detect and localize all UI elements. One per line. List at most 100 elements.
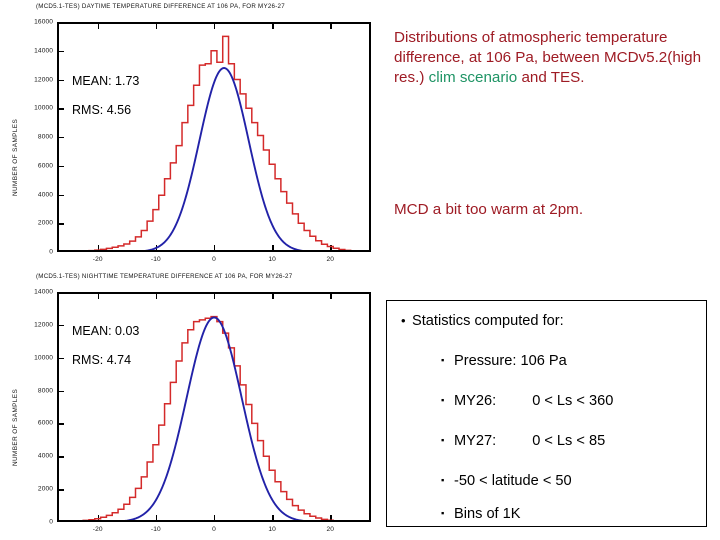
histogram-step-curve: [82, 315, 334, 520]
x-tick-mark-top: [97, 24, 100, 29]
y-tick-label: 2000: [37, 485, 53, 493]
nighttime-chart-title: (MCD5.1-TES) NIGHTTIME TEMPERATURE DIFFE…: [36, 273, 293, 280]
y-tick-mark: [59, 357, 64, 360]
x-tick-mark-bottom: [214, 245, 216, 250]
x-tick-label: 10: [268, 256, 276, 263]
stats-box-item-label: MY26:: [454, 393, 497, 409]
daytime-chart-title: (MCD5.1-TES) DAYTIME TEMPERATURE DIFFERE…: [36, 3, 285, 10]
y-tick-mark: [59, 137, 64, 139]
y-tick-mark: [59, 194, 64, 196]
y-tick-label: 0: [49, 518, 53, 526]
bullet-square-icon: ▪: [441, 434, 445, 446]
y-tick-mark: [59, 50, 64, 53]
y-tick-mark: [59, 324, 64, 327]
y-tick-mark: [59, 108, 64, 110]
stats-box-item-label: Pressure: 106 Pa: [454, 353, 567, 369]
daytime-mean-label: MEAN: 1.73: [72, 74, 140, 88]
x-tick-mark-top: [155, 24, 158, 29]
x-tick-mark-top: [330, 24, 332, 29]
daytime-plot-curves: [88, 35, 352, 250]
stats-box-item-value: 0 < Ls < 360: [532, 393, 614, 409]
y-tick-mark: [59, 390, 64, 392]
x-tick-label: -10: [150, 526, 161, 533]
y-tick-mark: [59, 165, 64, 168]
y-tick-label: 6000: [37, 162, 53, 170]
bullet-square-icon: ▪: [441, 394, 445, 406]
description-highlight: clim scenario: [428, 69, 518, 87]
stats-box-item: ▪ -50 < latitude < 50: [441, 473, 572, 489]
daytime-chart-panel: (MCD5.1-TES) DAYTIME TEMPERATURE DIFFERE…: [0, 0, 382, 268]
y-tick-mark: [59, 79, 64, 81]
y-tick-label: 2000: [37, 219, 53, 227]
x-tick-mark-bottom: [330, 245, 332, 250]
y-tick-label: 8000: [37, 133, 53, 141]
y-tick-label: 8000: [37, 387, 53, 395]
x-tick-label: 0: [212, 526, 216, 533]
y-tick-label: 12000: [34, 76, 53, 83]
x-tick-mark-top: [214, 24, 216, 29]
stats-box-item: ▪ MY26: 0 < Ls < 360: [441, 393, 613, 409]
y-tick-mark: [59, 456, 64, 458]
nighttime-rms-label: RMS: 4.74: [72, 353, 132, 367]
stats-box-item: ▪ Pressure: 106 Pa: [441, 353, 567, 369]
daytime-rms-label: RMS: 4.56: [72, 103, 132, 117]
gaussian-fit-curve: [144, 67, 304, 250]
y-tick-label: 10000: [34, 104, 53, 112]
nighttime-mean-label: MEAN: 0.03: [72, 324, 140, 338]
y-tick-mark: [59, 489, 64, 491]
y-tick-label: 14000: [34, 47, 53, 55]
y-tick-label: 4000: [37, 452, 53, 460]
y-tick-label: 4000: [37, 191, 53, 198]
x-tick-label: -20: [92, 256, 103, 263]
x-tick-mark-top: [155, 294, 158, 299]
daytime-plot-frame: [57, 22, 371, 252]
y-tick-label: 6000: [37, 419, 53, 427]
description-text: Distributions of atmospheric temperature…: [394, 28, 710, 89]
bullet-dot-icon: •: [401, 313, 406, 328]
gaussian-fit-curve: [124, 316, 304, 520]
x-tick-mark-bottom: [97, 245, 100, 250]
stats-box-heading: • Statistics computed for:: [401, 313, 564, 329]
histogram-step-curve: [88, 35, 352, 250]
stats-box-item-label: -50 < latitude < 50: [454, 473, 572, 489]
x-tick-label: 10: [268, 526, 276, 533]
stats-box-item: ▪ Bins of 1K: [441, 506, 521, 522]
nighttime-chart-panel: (MCD5.1-TES) NIGHTTIME TEMPERATURE DIFFE…: [0, 270, 382, 540]
y-tick-label: 0: [49, 248, 53, 256]
y-tick-mark: [59, 423, 64, 425]
x-tick-label: 20: [326, 526, 335, 533]
bullet-square-icon: ▪: [441, 474, 445, 486]
description-part1: Distributions of atmospheric temperature…: [394, 29, 702, 87]
y-tick-label: 16000: [34, 18, 53, 26]
stats-box-item: ▪ MY27: 0 < Ls < 85: [441, 433, 605, 449]
x-tick-mark-bottom: [214, 515, 216, 520]
y-tick-label: 14000: [34, 288, 53, 296]
warm-note-text: MCD a bit too warm at 2pm.: [394, 201, 584, 218]
bullet-square-icon: ▪: [441, 507, 445, 519]
x-tick-mark-top: [272, 294, 274, 299]
x-tick-mark-bottom: [155, 515, 158, 520]
x-tick-label: 20: [326, 256, 335, 263]
stats-box-item-label: MY27:: [454, 433, 497, 449]
x-tick-mark-bottom: [272, 245, 274, 250]
nighttime-plot-frame: [57, 292, 371, 522]
x-tick-mark-top: [330, 294, 332, 299]
statistics-box: • Statistics computed for: ▪ Pressure: 106…: [386, 300, 707, 527]
stats-box-item-value: 0 < Ls < 85: [532, 433, 606, 449]
y-tick-mark: [59, 223, 64, 225]
y-tick-label: 10000: [34, 354, 53, 362]
x-tick-mark-bottom: [330, 515, 332, 520]
x-tick-label: -20: [92, 526, 103, 533]
x-tick-mark-bottom: [272, 515, 274, 520]
x-tick-mark-bottom: [97, 515, 100, 520]
x-tick-mark-top: [97, 294, 100, 299]
nighttime-plot-curves: [82, 315, 334, 520]
x-tick-mark-top: [214, 294, 216, 299]
bullet-square-icon: ▪: [441, 354, 445, 366]
description-part2: and TES.: [517, 69, 585, 87]
stats-box-heading-label: Statistics computed for:: [412, 313, 564, 329]
x-tick-label: 0: [212, 256, 216, 263]
y-tick-label: 12000: [34, 321, 53, 329]
x-tick-label: -10: [150, 256, 161, 263]
x-tick-mark-top: [272, 24, 274, 29]
